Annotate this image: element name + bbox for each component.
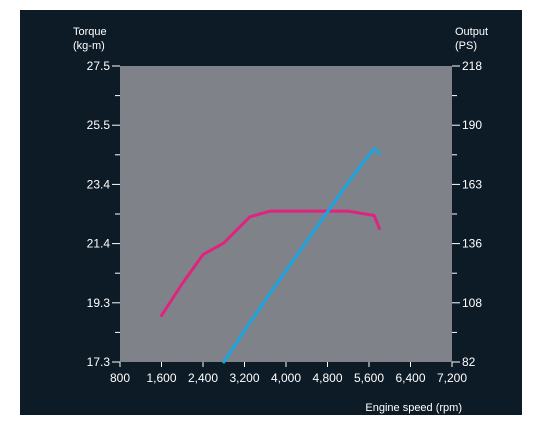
chart-panel: 27.5 25.5 23.4 21.4 19.3 17.3 218 190 163 136 108 8…: [20, 10, 522, 415]
x-tick-label: 6,400: [395, 371, 425, 385]
y-right-tick-label: 190: [462, 118, 482, 132]
y-right-tick-label: 108: [462, 296, 482, 310]
y-right-tick-label: 163: [462, 177, 482, 191]
y-right-title-line1: Output: [455, 26, 488, 38]
y-left-title-line1: Torque: [73, 26, 107, 38]
y-right-title-line2: (PS): [455, 40, 477, 52]
x-tick-label: 3,200: [229, 371, 259, 385]
x-tick-label: 2,400: [188, 371, 218, 385]
plot-area: [120, 66, 452, 362]
torque-series-line: [160, 209, 381, 318]
y-left-tick-label: 23.4: [87, 177, 111, 191]
x-tick-label: 1,600: [146, 371, 176, 385]
y-left-tick-label: 19.3: [87, 296, 111, 310]
y-left-tick-label: 27.5: [87, 59, 111, 73]
x-tick-label: 4,800: [312, 371, 342, 385]
y-left-tick-label: 17.3: [87, 355, 111, 369]
output-series-line: [222, 147, 381, 364]
y-right-tick-label: 136: [462, 237, 482, 251]
x-tick-label: 4,000: [271, 371, 301, 385]
y-right-tick-label: 82: [462, 355, 476, 369]
x-tick-label: 7,200: [437, 371, 467, 385]
y-right-tick-label: 218: [462, 59, 482, 73]
x-axis-title: Engine speed (rpm): [365, 402, 462, 414]
x-tick-label: 5,600: [354, 371, 384, 385]
torque-output-chart: 27.5 25.5 23.4 21.4 19.3 17.3 218 190 163 136 108 8…: [73, 26, 488, 414]
y-left-tick-label: 21.4: [87, 237, 111, 251]
y-left-title-line2: (kg-m): [73, 40, 105, 52]
x-tick-label: 800: [110, 371, 130, 385]
y-left-tick-label: 25.5: [87, 118, 111, 132]
